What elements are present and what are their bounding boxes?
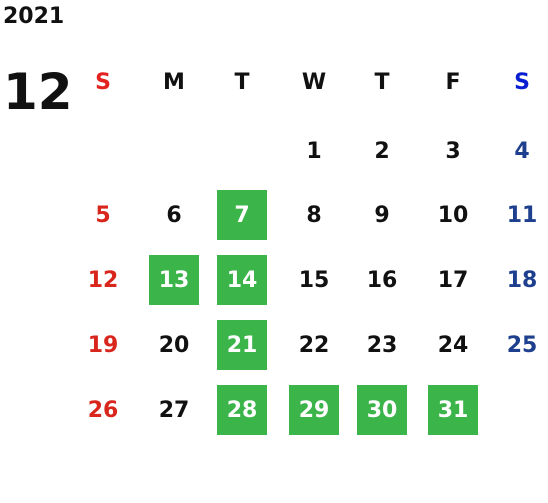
day: 25 xyxy=(506,332,538,358)
day: 12 xyxy=(87,267,119,293)
day: 19 xyxy=(87,332,119,358)
day: 5 xyxy=(95,202,111,228)
day-highlighted: 14 xyxy=(217,255,267,305)
weekday-header: M xyxy=(163,69,185,95)
day-highlighted: 30 xyxy=(357,385,407,435)
day-highlighted: 21 xyxy=(217,320,267,370)
weekday-header: W xyxy=(301,69,327,95)
day-highlighted: 28 xyxy=(217,385,267,435)
weekday-header: T xyxy=(374,69,390,95)
day: 26 xyxy=(87,397,119,423)
day: 9 xyxy=(374,202,390,228)
day: 20 xyxy=(158,332,190,358)
day: 16 xyxy=(366,267,398,293)
day-highlighted: 29 xyxy=(289,385,339,435)
day-highlighted: 13 xyxy=(149,255,199,305)
day-highlighted: 7 xyxy=(217,190,267,240)
day: 10 xyxy=(437,202,469,228)
day: 23 xyxy=(366,332,398,358)
day: 27 xyxy=(158,397,190,423)
day: 3 xyxy=(445,138,461,164)
month: 12 xyxy=(3,63,73,121)
day-highlighted: 31 xyxy=(428,385,478,435)
day: 6 xyxy=(166,202,182,228)
weekday-header: S xyxy=(514,69,530,95)
day: 24 xyxy=(437,332,469,358)
day: 17 xyxy=(437,267,469,293)
day: 18 xyxy=(506,267,538,293)
day: 1 xyxy=(306,138,322,164)
day: 22 xyxy=(298,332,330,358)
day: 2 xyxy=(374,138,390,164)
day: 11 xyxy=(506,202,538,228)
year: 2021 xyxy=(3,4,65,29)
day: 8 xyxy=(306,202,322,228)
day: 4 xyxy=(514,138,530,164)
day: 15 xyxy=(298,267,330,293)
weekday-header: S xyxy=(95,69,111,95)
weekday-header: F xyxy=(445,69,461,95)
weekday-header: T xyxy=(234,69,250,95)
